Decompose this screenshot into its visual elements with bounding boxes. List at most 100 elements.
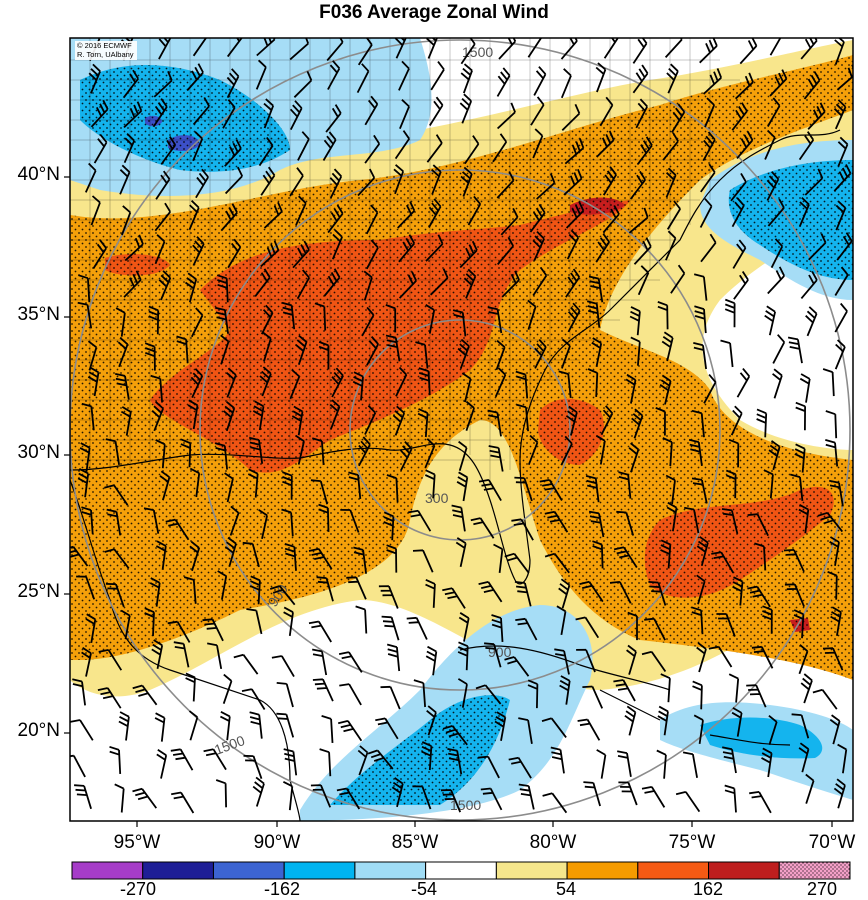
wind-barb <box>629 170 646 200</box>
wind-barb <box>692 680 703 710</box>
wind-barb <box>123 133 136 164</box>
wind-barb <box>399 440 413 471</box>
wind-barb <box>560 38 578 60</box>
wind-barb <box>417 408 429 438</box>
colorbar-swatch <box>778 861 851 880</box>
wind-barb <box>671 103 686 133</box>
wind-barb <box>833 99 847 130</box>
wind-barb <box>493 543 504 574</box>
wind-barb <box>424 469 436 499</box>
wind-barb <box>795 401 806 431</box>
wind-barb <box>118 711 130 741</box>
wind-barb <box>494 367 507 398</box>
wind-barb <box>467 195 482 226</box>
wind-barb <box>378 585 399 609</box>
wind-barb <box>447 748 463 775</box>
wind-barb <box>536 173 556 200</box>
wind-barb <box>711 551 735 574</box>
credit-copyright: © 2016 ECMWF <box>77 41 132 50</box>
wind-barb <box>822 647 844 671</box>
wind-barb <box>152 98 168 128</box>
wind-barb <box>132 684 158 706</box>
colorbar-label-270: 270 <box>806 879 838 899</box>
wind-barb <box>722 746 737 774</box>
wind-barb <box>430 268 449 296</box>
wind-barb <box>93 134 108 164</box>
wind-barb <box>428 198 442 228</box>
wind-barb <box>762 605 773 634</box>
wind-barb <box>188 710 199 741</box>
wind-barb <box>829 714 841 745</box>
wind-barb <box>226 367 237 398</box>
wind-barb <box>276 712 295 738</box>
wind-barb <box>192 97 210 126</box>
wind-barb <box>70 719 94 741</box>
wind-barb <box>800 673 813 704</box>
wind-barb <box>733 271 749 300</box>
wind-barb <box>425 645 438 676</box>
wind-barb <box>426 705 437 736</box>
wind-barb <box>77 468 90 498</box>
wind-barb <box>516 403 529 432</box>
wind-barb <box>88 63 101 94</box>
wind-barb <box>804 168 824 196</box>
lat-label-35n: 35°N <box>17 304 60 325</box>
wind-barb <box>825 410 838 439</box>
wind-barb <box>833 778 846 809</box>
wind-barb <box>751 645 774 669</box>
wind-barb <box>662 132 679 161</box>
wind-barb <box>222 673 233 704</box>
wind-barb <box>583 781 601 807</box>
wind-barb <box>693 273 708 301</box>
wind-barb <box>260 240 280 268</box>
wind-barb <box>173 641 190 668</box>
wind-barb <box>281 508 294 537</box>
wind-barb <box>724 298 736 328</box>
wind-barb <box>624 705 637 736</box>
wind-barb <box>613 679 636 702</box>
wind-barb <box>696 574 706 605</box>
wind-barb <box>495 340 506 371</box>
wind-barb <box>247 468 259 498</box>
wind-barb <box>72 678 86 706</box>
wind-barb <box>104 548 130 569</box>
wind-barb <box>418 367 431 396</box>
range-rings <box>70 39 851 821</box>
wind-barb <box>721 508 739 535</box>
wind-barb <box>618 781 638 806</box>
wind-barb <box>364 404 377 435</box>
wind-barb <box>120 609 131 640</box>
wind-barb <box>276 682 294 708</box>
wind-barb <box>724 784 737 813</box>
wind-barb <box>585 475 600 503</box>
wind-barb <box>202 618 224 642</box>
wind-barb <box>312 648 328 676</box>
wind-barb <box>766 171 780 201</box>
wind-barb <box>666 63 679 94</box>
wind-barb <box>292 240 310 269</box>
wind-barb <box>361 306 375 337</box>
wind-barb <box>412 785 432 810</box>
wind-barb <box>385 334 401 362</box>
wind-barb <box>487 306 503 334</box>
wind-barb <box>340 509 360 533</box>
wind-barb <box>616 510 635 536</box>
wind-barb <box>565 405 578 436</box>
wind-barb <box>825 439 839 467</box>
wind-barb <box>460 63 473 94</box>
wind-barb <box>176 335 189 364</box>
wind-barb <box>155 540 167 570</box>
wind-barb <box>772 368 783 399</box>
wind-barb <box>85 613 97 644</box>
wind-barb <box>596 749 607 779</box>
wind-barb <box>105 438 120 466</box>
wind-barb <box>192 131 204 162</box>
wind-barb <box>749 791 772 814</box>
wind-barb <box>768 714 778 746</box>
wind-barb <box>364 95 379 126</box>
wind-barb <box>284 543 297 571</box>
wind-barb <box>769 69 788 97</box>
wind-barb <box>731 197 745 228</box>
wind-barb <box>492 133 508 163</box>
wind-barb <box>487 409 502 437</box>
